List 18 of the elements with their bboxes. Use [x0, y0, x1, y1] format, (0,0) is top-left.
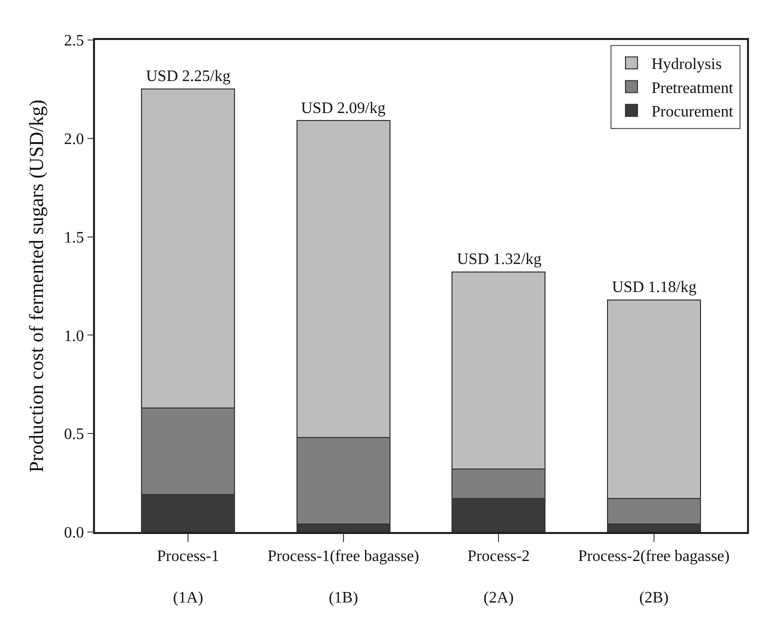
category-label: Process-2(free bagasse) (2B) — [578, 548, 730, 607]
category-label: Process-2 (2A) — [468, 548, 530, 607]
total-label: USD 2.09/kg — [301, 100, 386, 117]
y-tick-label: 2.0 — [64, 131, 84, 148]
y-tick-label: 2.5 — [64, 32, 84, 50]
total-label: USD 1.18/kg — [612, 279, 696, 296]
y-axis-title: Production cost of fermented sugars (USD/kg) — [26, 100, 48, 472]
y-tick-label: 0.5 — [64, 426, 84, 444]
legend-label: Procurement — [651, 104, 734, 121]
category-label: Process-1 (1A) — [157, 548, 220, 607]
total-label: USD 1.32/kg — [457, 251, 542, 268]
y-tick-label: 1.0 — [64, 328, 84, 345]
total-label: USD 2.25/kg — [146, 68, 230, 85]
legend-label: Pretreatment — [651, 80, 734, 97]
y-tick-label: 0.0 — [64, 524, 84, 542]
legend-label: Hydrolysis — [651, 56, 722, 74]
category-label: Process-1(free bagasse) (1B) — [268, 548, 420, 607]
y-tick-label: 1.5 — [64, 229, 84, 246]
